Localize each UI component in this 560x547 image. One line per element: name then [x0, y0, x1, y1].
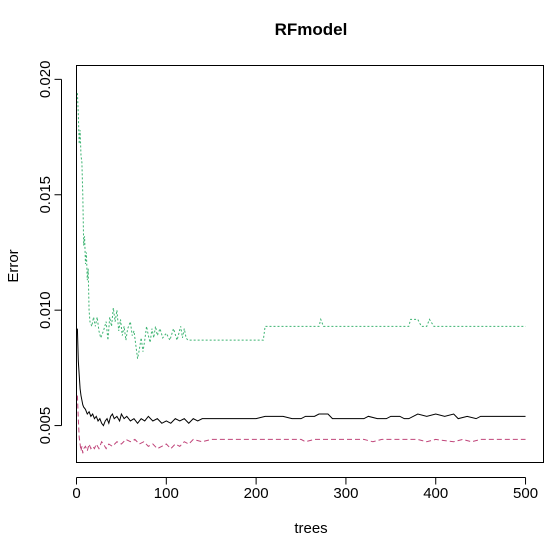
plot-area-box: [76, 65, 544, 463]
chart-title: RFmodel: [275, 20, 348, 39]
series-line-2: [76, 395, 526, 454]
y-axis: 0.005 0.010 0.015 0.020: [37, 61, 62, 445]
y-tick-label: 0.005: [37, 407, 54, 445]
x-tick-label: 100: [154, 485, 179, 502]
y-axis-label: Error: [5, 249, 22, 282]
x-tick-label: 500: [513, 485, 538, 502]
x-tick-label: 0: [72, 485, 80, 502]
x-tick-label: 300: [333, 485, 358, 502]
x-tick-label: 200: [244, 485, 269, 502]
x-tick-label: 400: [423, 485, 448, 502]
y-tick-label: 0.015: [37, 176, 54, 214]
x-axis: 0 100 200 300 400 500: [72, 477, 538, 502]
series-line-3: [76, 93, 526, 359]
series-layer: [76, 93, 526, 454]
series-line-1: [76, 328, 526, 427]
y-tick-label: 0.010: [37, 291, 54, 329]
x-axis-label: trees: [294, 520, 327, 537]
y-tick-label: 0.020: [37, 61, 54, 99]
